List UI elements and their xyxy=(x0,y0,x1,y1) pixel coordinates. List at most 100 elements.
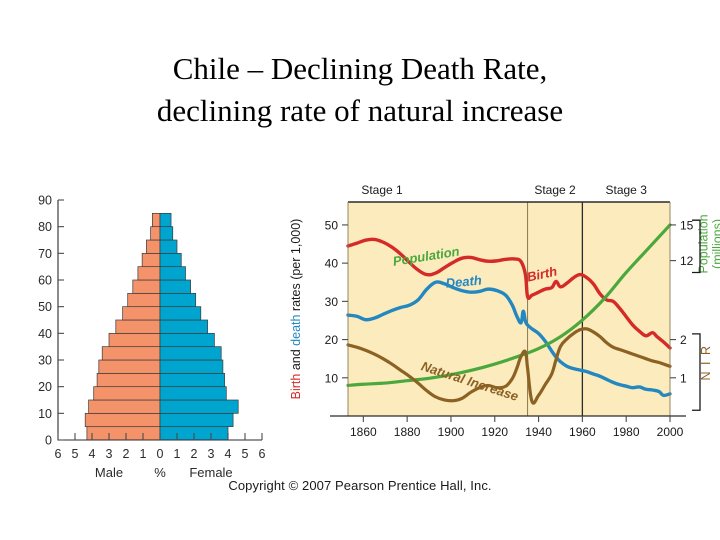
pyramid-y-tick-label: 20 xyxy=(38,380,52,394)
pyramid-bar-male xyxy=(101,346,161,361)
pyramid-bar-male xyxy=(152,212,161,228)
dtm-bracket-population xyxy=(692,219,701,274)
dtm-y-tick-left-label: 40 xyxy=(325,257,339,271)
pyramid-bar-female xyxy=(159,399,239,414)
pyramid-bar-female xyxy=(159,239,178,254)
dtm-left-axis-title-part: Birth xyxy=(289,374,303,400)
dtm-x-tick-label: 1940 xyxy=(525,425,552,439)
dtm-left-axis-title: Birth and death rates (per 1,000) xyxy=(289,219,303,400)
pyramid-bar-male xyxy=(150,226,161,241)
title-line-2: declining rate of natural increase xyxy=(156,93,564,128)
dtm-x-tick-label: 2000 xyxy=(657,425,684,439)
dtm-y-tick-population-label: 15 xyxy=(680,218,694,232)
demographic-transition-chart: Stage 1 Stage 2 Stage 3 10 20 30 40 50 1860 1880… xyxy=(282,180,720,450)
dtm-curve-population xyxy=(346,223,672,388)
pyramid-bar-female xyxy=(159,292,197,308)
pyramid-bar-male xyxy=(98,359,161,374)
figure-container: 0 10 20 30 40 50 60 70 80 90 6 5 4 3 2 1 0 1 2 3 4 5 6 Male% Fe… xyxy=(0,180,720,510)
pyramid-bars-group xyxy=(84,212,239,441)
dtm-left-axis-title-part: rates (per 1,000) xyxy=(289,219,303,315)
dtm-curve-natural-increase xyxy=(346,327,672,405)
pyramid-bar-male xyxy=(141,252,161,268)
pyramid-bar-male xyxy=(108,332,161,348)
svg-text:N I R: N I R xyxy=(699,345,713,381)
pyramid-bar-male xyxy=(84,412,161,428)
pyramid-bar-male xyxy=(86,426,161,441)
demographic-transition-svg: Stage 1 Stage 2 Stage 3 10 20 30 40 50 1860 1880… xyxy=(289,183,720,439)
pyramid-x-tick-label: 1 xyxy=(140,447,147,461)
dtm-y-tick-left-label: 20 xyxy=(325,333,339,347)
pyramid-bar-male xyxy=(132,279,161,294)
pyramid-bar-female xyxy=(159,386,227,401)
dtm-x-tick-label: 1920 xyxy=(481,425,508,439)
pyramid-x-tick-label: 5 xyxy=(72,447,79,461)
pyramid-y-tick-label: 40 xyxy=(38,327,52,341)
pyramid-x-tick-label: 3 xyxy=(208,447,215,461)
dtm-curves-group xyxy=(346,223,672,405)
pyramid-bar-female xyxy=(159,332,215,348)
pyramid-bar-female xyxy=(159,359,224,374)
pyramid-x-tick-label: 0 xyxy=(157,447,164,461)
pyramid-bar-female xyxy=(159,372,225,388)
pyramid-x-tick-label: 3 xyxy=(106,447,113,461)
dtm-left-axis-title-part: and xyxy=(289,346,303,374)
pyramid-bar-male xyxy=(88,399,161,414)
dtm-x-tick-label: 1900 xyxy=(438,425,465,439)
dtm-curve-death xyxy=(346,280,672,398)
dtm-y-tick-left-label: 50 xyxy=(325,218,339,232)
dtm-x-tick-label: 1880 xyxy=(394,425,421,439)
pyramid-male-label: Male xyxy=(95,465,123,478)
dtm-x-tick-label: 1860 xyxy=(350,425,377,439)
dtm-stage-label: Stage 1 xyxy=(361,183,403,197)
pyramid-bar-female xyxy=(159,266,186,281)
dtm-right-axis-title-nir: N I R xyxy=(699,345,713,381)
dtm-curve-birth xyxy=(346,237,672,350)
pyramid-y-tick-label: 70 xyxy=(38,247,52,261)
dtm-y-tick-nir-label: 2 xyxy=(680,333,687,347)
pyramid-x-tick-label: 4 xyxy=(89,447,96,461)
pyramid-x-tick-label: 5 xyxy=(242,447,249,461)
pyramid-axis-labels-group: Male% Female xyxy=(95,465,233,478)
pyramid-y-tick-label: 80 xyxy=(38,220,52,234)
dtm-series-label-birth: Birth xyxy=(526,264,559,285)
pyramid-y-tick-label: 30 xyxy=(38,354,52,368)
pyramid-bar-female xyxy=(159,279,191,294)
dtm-stage-label: Stage 3 xyxy=(606,183,648,197)
pyramid-x-tick-label: 6 xyxy=(259,447,266,461)
pyramid-x-tick-label: 1 xyxy=(174,447,181,461)
pyramid-y-tick-label: 0 xyxy=(45,434,52,448)
svg-text:Birth and death rates (per 1,0: Birth and death rates (per 1,000) xyxy=(289,219,303,400)
pyramid-bar-male xyxy=(137,266,161,281)
dtm-bracket-nir xyxy=(692,333,701,411)
pyramid-x-tick-label: 4 xyxy=(225,447,232,461)
pyramid-bar-female xyxy=(159,319,208,334)
pyramid-bar-male xyxy=(115,319,161,334)
pyramid-bar-female xyxy=(159,346,222,361)
population-pyramid-chart: 0 10 20 30 40 50 60 70 80 90 6 5 4 3 2 1 0 1 2 3 4 5 6 Male% Fe… xyxy=(12,188,270,479)
pyramid-x-tick-label: 6 xyxy=(55,447,62,461)
pyramid-bar-male xyxy=(96,372,161,388)
pyramid-bar-male xyxy=(146,239,161,254)
pyramid-y-tick-label: 50 xyxy=(38,300,52,314)
dtm-x-tick-label: 1980 xyxy=(613,425,640,439)
dtm-x-tick-label: 1960 xyxy=(569,425,596,439)
pyramid-bar-female xyxy=(159,412,234,428)
pyramid-bar-male xyxy=(127,292,161,308)
pyramid-bar-male xyxy=(122,306,161,321)
pyramid-bar-female xyxy=(159,306,202,321)
dtm-y-tick-nir-label: 1 xyxy=(680,371,687,385)
dtm-y-tick-population-label: 12 xyxy=(680,254,694,268)
title-line-1: Chile – Declining Death Rate, xyxy=(172,51,548,86)
pyramid-bar-female xyxy=(159,252,182,268)
copyright-notice: Copyright © 2007 Pearson Prentice Hall, … xyxy=(228,478,492,493)
dtm-series-label-death: Death xyxy=(445,273,482,291)
pyramid-bar-female xyxy=(159,226,174,241)
pyramid-percent-label: % xyxy=(154,465,166,478)
pyramid-y-tick-label: 60 xyxy=(38,274,52,288)
pyramid-bar-female xyxy=(159,212,172,228)
dtm-left-axis-title-part: death xyxy=(289,314,303,345)
pyramid-bar-male xyxy=(93,386,161,401)
dtm-axes-group: 10 20 30 40 50 1860 1880 1900 1920 1940 1960 1980 20… xyxy=(325,201,694,439)
